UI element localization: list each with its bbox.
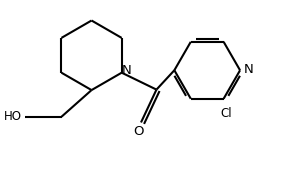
Text: HO: HO bbox=[3, 110, 22, 123]
Text: O: O bbox=[133, 125, 144, 138]
Text: N: N bbox=[122, 64, 131, 77]
Text: N: N bbox=[243, 63, 253, 76]
Text: Cl: Cl bbox=[220, 107, 232, 120]
